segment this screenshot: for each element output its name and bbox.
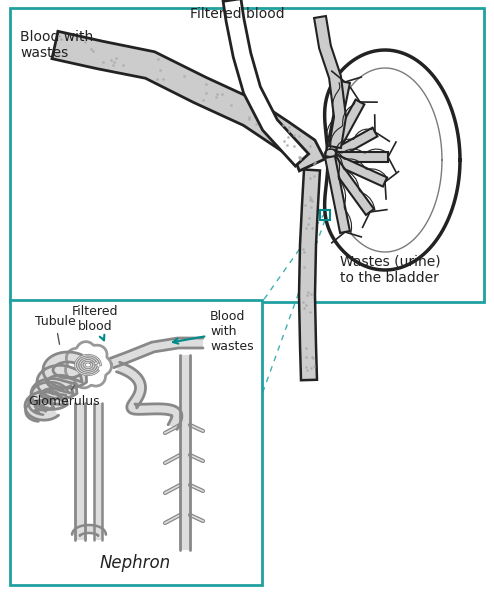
Bar (320, 210, 330, 220)
Bar (10, 8, 484, 302)
Polygon shape (326, 100, 365, 160)
Text: Tubule: Tubule (35, 315, 76, 344)
Polygon shape (25, 352, 86, 420)
Polygon shape (94, 403, 102, 540)
Polygon shape (29, 391, 61, 415)
Polygon shape (75, 403, 85, 540)
Polygon shape (26, 401, 54, 421)
Polygon shape (52, 31, 325, 171)
Text: Glomerulus: Glomerulus (28, 385, 100, 408)
Polygon shape (66, 343, 110, 387)
Polygon shape (117, 362, 182, 430)
Polygon shape (314, 16, 346, 148)
Polygon shape (180, 355, 190, 550)
Polygon shape (325, 81, 350, 158)
Polygon shape (328, 128, 377, 161)
Text: Nephron: Nephron (99, 554, 170, 572)
Polygon shape (72, 525, 106, 535)
Polygon shape (110, 338, 203, 368)
Polygon shape (299, 170, 320, 380)
Text: Blood
with
wastes: Blood with wastes (173, 310, 253, 353)
Polygon shape (325, 50, 460, 270)
Polygon shape (330, 152, 388, 162)
Text: Filtered blood: Filtered blood (190, 7, 285, 21)
Text: Blood with
wastes: Blood with wastes (20, 30, 93, 60)
Text: Wastes (urine)
to the bladder: Wastes (urine) to the bladder (340, 255, 441, 285)
Polygon shape (325, 156, 350, 233)
Polygon shape (223, 0, 309, 166)
Polygon shape (328, 152, 387, 187)
Polygon shape (32, 382, 68, 408)
Text: Filtered
blood: Filtered blood (72, 305, 118, 340)
Bar (10, 300, 262, 585)
Polygon shape (326, 154, 374, 215)
